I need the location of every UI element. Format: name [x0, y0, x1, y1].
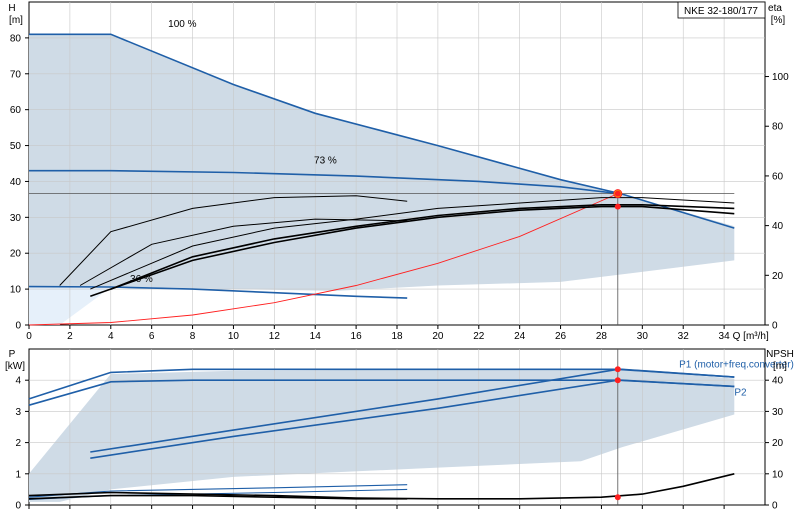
series-line — [28, 368, 735, 400]
x-tick-label: 4 — [108, 331, 114, 342]
model-label: NKE 32-180/177 — [684, 6, 758, 17]
series-line — [90, 205, 735, 298]
x-tick-label: 22 — [473, 331, 485, 342]
y-tick-label: 2 — [15, 438, 21, 449]
series-line — [90, 197, 735, 290]
y-axis-title: P — [9, 349, 16, 360]
series-label: P2 — [734, 388, 747, 399]
x-tick-label: 32 — [678, 331, 690, 342]
x-tick-label: 28 — [596, 331, 608, 342]
operating-envelope — [29, 369, 735, 502]
x-tick-label: 16 — [351, 331, 363, 342]
y2-axis-unit: [m] — [773, 361, 787, 372]
y-axis-unit: [m] — [9, 15, 23, 26]
y2-tick-label: 80 — [772, 122, 784, 133]
operating-envelope — [29, 34, 735, 291]
marker — [614, 203, 621, 210]
y-tick-label: 30 — [10, 213, 22, 224]
y2-tick-label: 40 — [772, 376, 784, 387]
y-tick-label: 70 — [10, 69, 22, 80]
x-axis-label: Q [m³/h] — [733, 331, 769, 342]
y2-tick-label: 40 — [772, 221, 784, 232]
y2-tick-label: 0 — [772, 501, 778, 512]
series-line — [28, 473, 735, 500]
y-tick-label: 1 — [15, 469, 21, 480]
y-axis-unit: [kW] — [5, 361, 25, 372]
series-line — [28, 494, 408, 500]
y2-tick-label: 20 — [772, 271, 784, 282]
series-line — [29, 33, 735, 229]
series-line — [79, 218, 408, 286]
y-tick-label: 10 — [10, 285, 22, 296]
x-tick-label: 20 — [432, 331, 444, 342]
marker — [614, 377, 621, 384]
marker — [614, 190, 621, 197]
x-tick-label: 24 — [514, 331, 526, 342]
y-tick-label: 20 — [10, 249, 22, 260]
y2-axis-title: NPSH — [766, 349, 794, 360]
speed-label: 73 % — [314, 156, 337, 167]
y-tick-label: 0 — [15, 501, 21, 512]
series-label: P1 (motor+freq.converter) — [679, 360, 794, 371]
y-tick-label: 50 — [10, 141, 22, 152]
y2-tick-label: 60 — [772, 171, 784, 182]
y2-tick-label: 20 — [772, 438, 784, 449]
y2-axis-title: eta — [768, 3, 782, 14]
speed-label: 100 % — [168, 19, 196, 30]
series-line — [28, 285, 408, 299]
y-tick-label: 3 — [15, 407, 21, 418]
y2-tick-label: 100 — [772, 72, 789, 83]
y2-tick-label: 30 — [772, 407, 784, 418]
x-tick-label: 18 — [391, 331, 403, 342]
series-line — [28, 379, 735, 406]
marker — [614, 494, 621, 501]
y-tick-label: 40 — [10, 177, 22, 188]
x-tick-label: 0 — [26, 331, 32, 342]
series-line — [29, 169, 622, 195]
speed-label: 36 % — [130, 274, 153, 285]
model-label-box — [677, 1, 766, 19]
y-axis-title: H — [8, 3, 15, 14]
y-tick-label: 4 — [15, 376, 21, 387]
marker — [614, 366, 621, 373]
x-tick-label: 12 — [269, 331, 281, 342]
y2-tick-label: 10 — [772, 469, 784, 480]
x-tick-label: 10 — [228, 331, 240, 342]
series-line — [110, 204, 735, 290]
y-tick-label: 60 — [10, 105, 22, 116]
y2-axis-unit: [%] — [771, 15, 786, 26]
x-tick-label: 2 — [67, 331, 73, 342]
y-tick-label: 80 — [10, 33, 22, 44]
x-tick-label: 30 — [637, 331, 649, 342]
y2-tick-label: 0 — [772, 321, 778, 332]
x-tick-label: 8 — [190, 331, 196, 342]
series-line — [28, 193, 618, 326]
x-tick-label: 6 — [149, 331, 155, 342]
y-tick-label: 0 — [15, 321, 21, 332]
series-line — [59, 195, 408, 286]
x-tick-label: 34 — [719, 331, 731, 342]
x-tick-label: 26 — [555, 331, 567, 342]
x-tick-label: 14 — [310, 331, 322, 342]
